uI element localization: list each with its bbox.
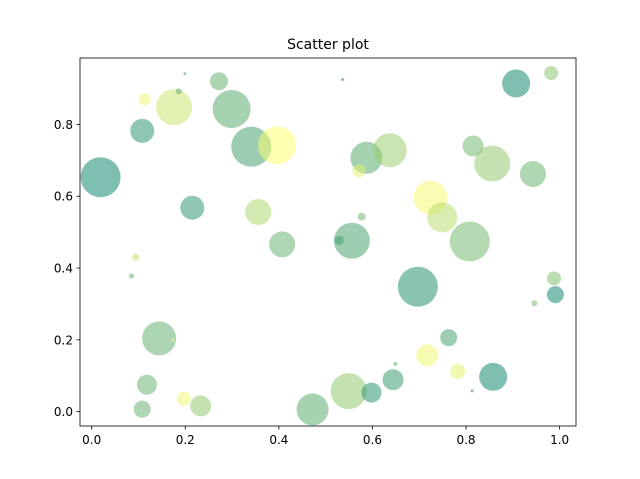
scatter-point-19 [176,391,191,406]
scatter-point-17 [136,374,157,395]
scatter-point-48 [479,362,508,391]
x-tick-label: 0.6 [363,433,382,447]
scatter-point-2 [138,93,151,106]
scatter-point-49 [470,389,474,393]
scatter-point-7 [212,89,251,128]
scatter-point-9 [257,126,296,165]
scatter-point-31 [333,222,370,259]
scatter-point-25 [393,361,398,366]
scatter-point-15 [142,321,177,356]
y-tick-label: 0.0 [54,405,73,419]
x-tick-label: 0.2 [176,433,195,447]
scatter-point-26 [341,78,345,82]
scatter-point-13 [132,253,140,261]
scatter-point-35 [397,266,438,307]
x-tick-label: 0.8 [456,433,475,447]
plot-frame [79,57,577,427]
x-tick-label: 0.4 [269,433,288,447]
scatter-point-6 [209,72,228,91]
scatter-point-0 [80,157,121,198]
scatter-point-20 [190,395,212,417]
y-tick-label: 0.6 [54,190,73,204]
scatter-point-41 [519,160,546,187]
x-tick-label: 0.0 [82,433,101,447]
scatter-point-5 [183,72,187,76]
x-tick-label: 1.0 [550,433,569,447]
scatter-point-30 [357,212,366,221]
y-axis: 0.0 0.2 0.4 0.6 0.8 [54,118,80,419]
x-axis: 0.0 0.2 0.4 0.6 0.8 1.0 [82,426,569,447]
scatter-point-37 [462,135,484,157]
scatter-point-21 [296,393,329,426]
scatter-point-39 [502,69,531,98]
scatter-point-11 [245,199,272,226]
scatter-point-1 [130,118,155,143]
y-tick-label: 0.8 [54,118,73,132]
scatter-point-36 [449,221,490,262]
scatter-point-12 [269,231,296,258]
scatter-point-46 [416,344,439,367]
scatter-point-32 [334,235,344,245]
scatter-point-45 [440,329,458,347]
scatter-point-47 [450,363,466,379]
scatter-point-18 [133,400,151,418]
scatter-point-40 [544,66,559,81]
scatter-point-22 [330,373,367,410]
scatter-point-38 [474,145,511,182]
scatter-point-16 [171,338,175,342]
scatter-point-29 [352,164,366,178]
chart-title: Scatter plot [287,37,369,53]
scatter-point-10 [180,195,205,220]
scatter-point-24 [382,369,404,391]
scatter-point-3 [156,89,193,126]
scatter-point-34 [427,202,458,233]
scatter-point-28 [372,133,407,168]
scatter-point-42 [547,271,562,286]
scatter-point-44 [531,300,538,307]
scatter-point-4 [175,88,182,95]
scatter-point-43 [546,286,564,304]
points-layer [80,66,564,426]
scatter-point-14 [128,273,134,279]
y-tick-label: 0.2 [54,333,73,347]
scatter-point-23 [361,382,382,403]
y-tick-label: 0.4 [54,262,73,276]
